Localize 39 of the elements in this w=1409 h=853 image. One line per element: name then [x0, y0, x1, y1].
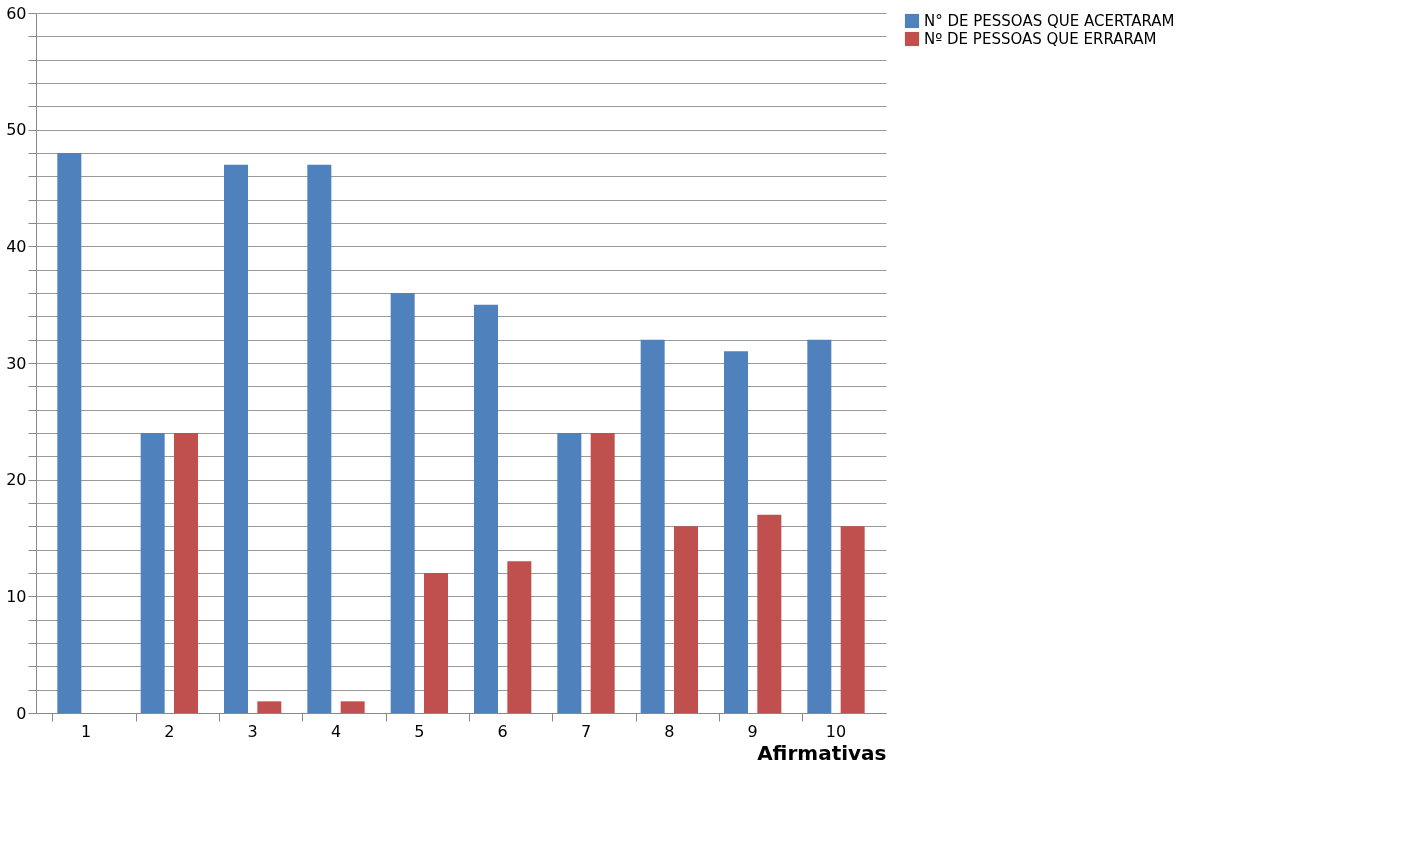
bar [390, 293, 415, 713]
bar [174, 433, 198, 713]
legend-label: N° DE PESSOAS QUE ACERTARAM [924, 12, 1175, 30]
x-tick-label: 9 [747, 721, 758, 741]
bar [307, 164, 332, 713]
x-tick-label: 6 [497, 721, 508, 741]
bar [557, 433, 582, 713]
y-tick-label: 50 [6, 120, 27, 140]
x-tick-label: 4 [330, 721, 342, 741]
bar [840, 526, 865, 713]
y-tick-label: 20 [6, 470, 27, 490]
bar [590, 433, 615, 713]
bar [140, 433, 165, 713]
bar [424, 573, 448, 713]
x-tick-label: 5 [414, 721, 425, 741]
y-tick-label: 60 [6, 3, 27, 23]
bar [57, 153, 82, 713]
x-tick-label: 7 [580, 721, 592, 741]
x-tick-label: 3 [247, 721, 258, 741]
y-tick-label: 10 [6, 586, 27, 606]
x-tick-label: 1 [80, 721, 92, 741]
bar [507, 561, 532, 713]
y-tick-label: 0 [16, 703, 27, 723]
y-tick-label: 30 [6, 353, 27, 373]
bar [474, 304, 498, 713]
x-tick-label: 10 [825, 721, 847, 741]
x-axis-title: Afirmativas [757, 740, 887, 765]
bar [257, 701, 282, 713]
legend-label: Nº DE PESSOAS QUE ERRARAM [924, 30, 1157, 48]
bar [640, 339, 665, 713]
x-tick-label: 2 [164, 721, 175, 741]
bar [757, 514, 782, 713]
x-tick-label: 8 [664, 721, 675, 741]
bar [224, 164, 248, 713]
bar [724, 351, 748, 713]
bar [807, 339, 832, 713]
bar [340, 701, 365, 713]
y-tick-label: 40 [6, 236, 27, 256]
bar [674, 526, 698, 713]
